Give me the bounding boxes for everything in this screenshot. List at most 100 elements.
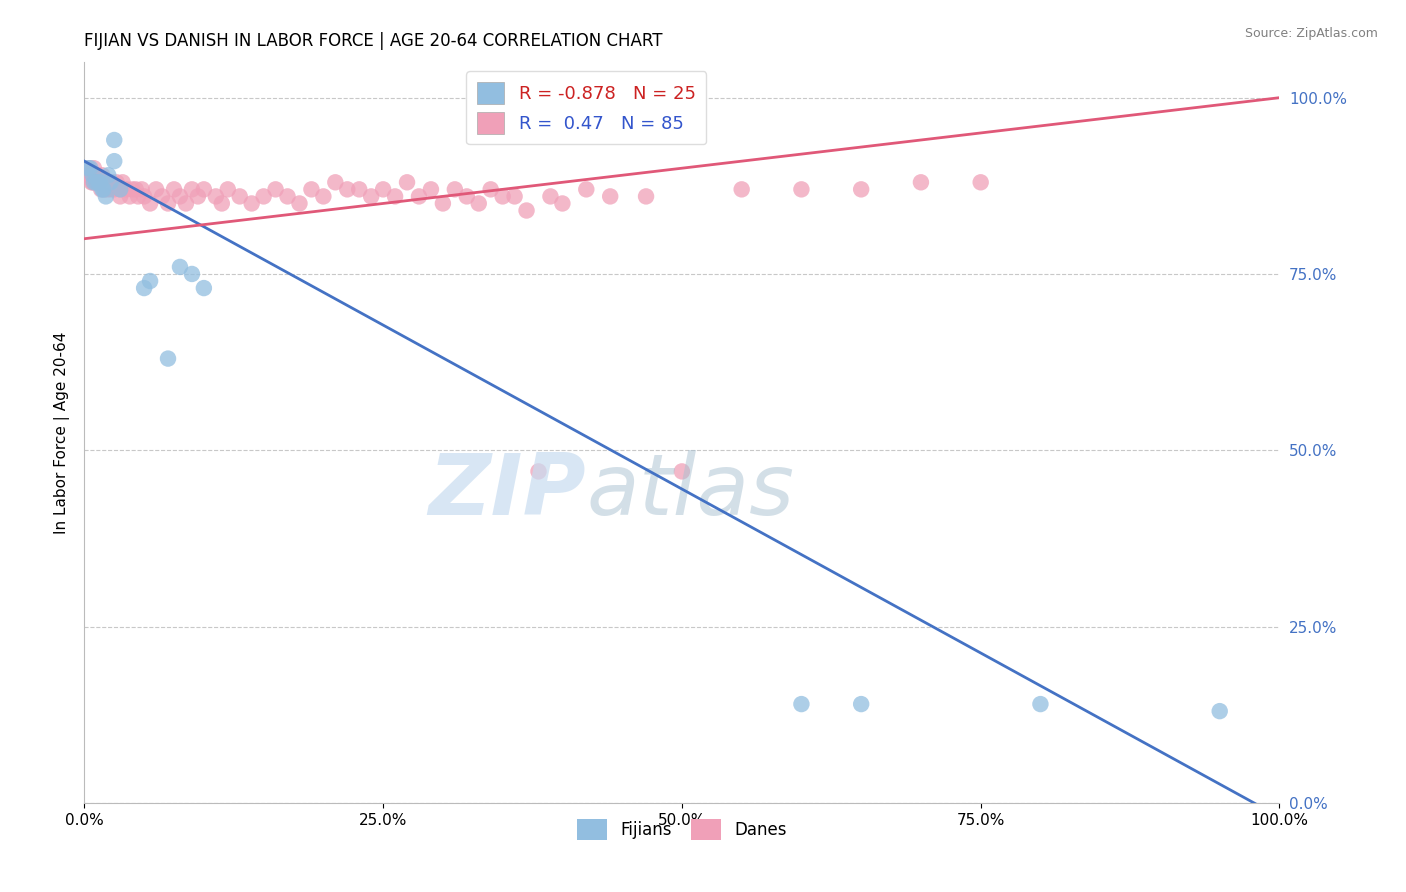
Point	[456, 189, 478, 203]
Point	[240, 196, 263, 211]
Point	[181, 182, 204, 196]
Point	[83, 161, 105, 176]
Point	[301, 182, 323, 196]
Point	[90, 182, 112, 196]
Point	[103, 133, 125, 147]
Point	[91, 182, 114, 196]
Point	[77, 168, 100, 182]
Point	[910, 175, 932, 189]
Point	[444, 182, 467, 196]
Point	[408, 189, 430, 203]
Point	[205, 189, 228, 203]
Point	[277, 189, 299, 203]
Point	[82, 168, 104, 182]
Point	[91, 168, 114, 182]
Point	[115, 182, 138, 196]
Point	[288, 196, 311, 211]
Point	[86, 168, 108, 182]
Point	[111, 175, 134, 189]
Point	[100, 182, 122, 196]
Point	[479, 182, 502, 196]
Point	[145, 182, 167, 196]
Point	[110, 182, 132, 196]
Point	[132, 281, 156, 295]
Point	[103, 182, 125, 196]
Point	[599, 189, 621, 203]
Point	[97, 168, 120, 182]
Point	[671, 464, 693, 478]
Point	[83, 175, 105, 189]
Y-axis label: In Labor Force | Age 20-64: In Labor Force | Age 20-64	[55, 332, 70, 533]
Point	[731, 182, 754, 196]
Point	[217, 182, 239, 196]
Point	[229, 189, 252, 203]
Point	[93, 182, 115, 196]
Point	[77, 161, 100, 176]
Point	[851, 697, 873, 711]
Point	[93, 175, 115, 189]
Point	[373, 182, 395, 196]
Point	[193, 182, 215, 196]
Point	[103, 154, 125, 169]
Point	[336, 182, 359, 196]
Text: FIJIAN VS DANISH IN LABOR FORCE | AGE 20-64 CORRELATION CHART: FIJIAN VS DANISH IN LABOR FORCE | AGE 20…	[84, 32, 662, 50]
Point	[87, 175, 110, 189]
Point	[86, 168, 108, 182]
Point	[169, 189, 191, 203]
Point	[97, 175, 120, 189]
Point	[181, 267, 204, 281]
Text: atlas: atlas	[586, 450, 794, 533]
Point	[174, 196, 197, 211]
Point	[110, 189, 132, 203]
Point	[1029, 697, 1052, 711]
Point	[82, 175, 104, 189]
Point	[79, 161, 101, 176]
Point	[325, 175, 347, 189]
Point	[790, 697, 813, 711]
Point	[468, 196, 491, 211]
Point	[360, 189, 382, 203]
Point	[163, 182, 186, 196]
Point	[84, 175, 107, 189]
Point	[540, 189, 562, 203]
Legend: Fijians, Danes: Fijians, Danes	[569, 813, 794, 847]
Point	[79, 168, 101, 182]
Point	[551, 196, 574, 211]
Point	[264, 182, 287, 196]
Point	[86, 175, 108, 189]
Point	[89, 175, 111, 189]
Point	[384, 189, 406, 203]
Point	[432, 196, 454, 211]
Point	[349, 182, 371, 196]
Point	[157, 351, 180, 366]
Point	[100, 175, 122, 189]
Point	[636, 189, 658, 203]
Point	[970, 175, 993, 189]
Point	[790, 182, 813, 196]
Point	[77, 161, 100, 176]
Point	[125, 182, 148, 196]
Point	[492, 189, 515, 203]
Point	[94, 189, 117, 203]
Point	[101, 175, 124, 189]
Point	[96, 182, 118, 196]
Point	[86, 175, 108, 189]
Point	[503, 189, 526, 203]
Point	[169, 260, 191, 274]
Point	[91, 175, 114, 189]
Point	[87, 175, 110, 189]
Point	[312, 189, 335, 203]
Point	[851, 182, 873, 196]
Point	[121, 182, 143, 196]
Point	[80, 175, 103, 189]
Point	[211, 196, 233, 211]
Point	[105, 175, 128, 189]
Point	[118, 189, 141, 203]
Point	[110, 182, 132, 196]
Point	[150, 189, 173, 203]
Point	[253, 189, 276, 203]
Point	[420, 182, 443, 196]
Point	[93, 182, 115, 196]
Point	[193, 281, 215, 295]
Point	[82, 168, 104, 182]
